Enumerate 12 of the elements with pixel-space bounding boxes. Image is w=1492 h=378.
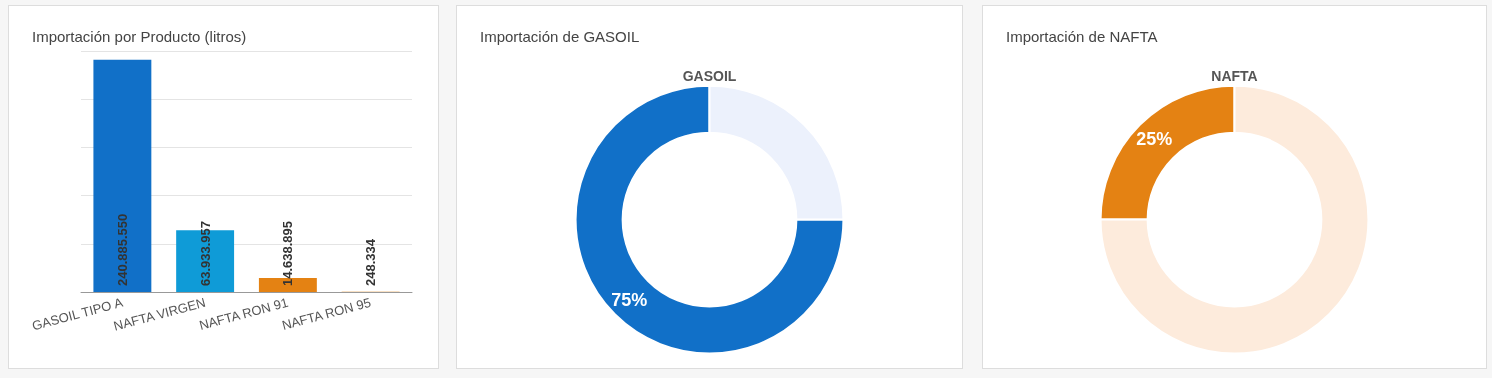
data-label: 75% bbox=[611, 289, 648, 310]
chart-subtitle: NAFTA bbox=[1211, 68, 1258, 84]
chart-title: Importación de NAFTA bbox=[1006, 28, 1158, 45]
data-label: 63.933.957 bbox=[197, 220, 213, 286]
bar bbox=[93, 59, 152, 292]
data-label: 240.885.550 bbox=[114, 213, 130, 286]
data-label: 25% bbox=[1136, 129, 1173, 150]
chart-subtitle: GASOIL bbox=[682, 68, 737, 84]
chart-title: Importación por Producto (litros) bbox=[32, 28, 247, 45]
chart-title: Importación de GASOIL bbox=[480, 28, 640, 45]
data-label: 14.638.895 bbox=[280, 220, 296, 286]
data-label: 248.334 bbox=[363, 238, 379, 286]
